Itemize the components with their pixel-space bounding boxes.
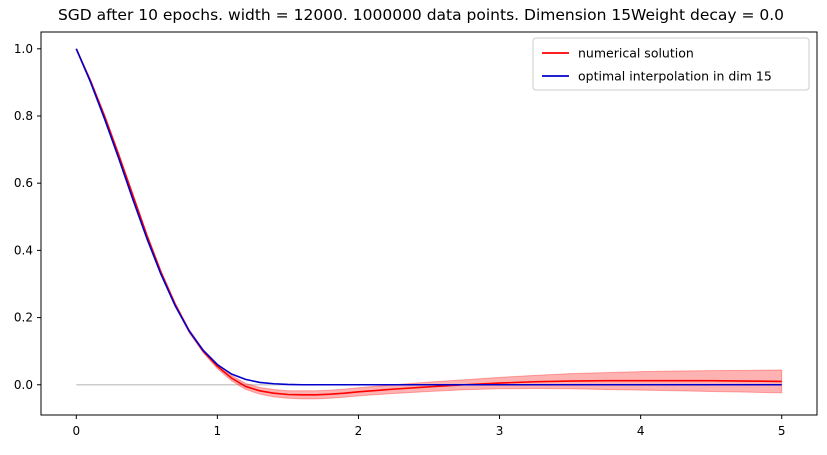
y-tick-label: 0.4 [14, 243, 33, 257]
x-tick-label: 4 [637, 424, 645, 438]
y-tick-label: 0.2 [14, 311, 33, 325]
y-tick-label: 0.8 [14, 109, 33, 123]
series-0-line [75, 48, 782, 396]
series-1-line [75, 48, 782, 386]
axes: 0 1 2 3 4 5 0.0 0.2 0.4 0.6 0.8 1.0 [14, 31, 818, 438]
y-tick-label: 1.0 [14, 42, 33, 56]
y-tick-label: 0.0 [14, 378, 33, 392]
plot-area [75, 48, 783, 400]
x-tick-label: 2 [355, 424, 363, 438]
legend-box [532, 37, 810, 91]
axes-frame [40, 31, 818, 416]
chart-title: SGD after 10 epochs. width = 12000. 1000… [58, 6, 784, 24]
legend-label-1: optimal interpolation in dim 15 [578, 69, 772, 84]
x-tick-label: 3 [496, 424, 504, 438]
legend: numerical solution optimal interpolation … [532, 37, 810, 91]
x-tick-label: 5 [778, 424, 786, 438]
series-0-confidence-band [75, 48, 783, 400]
legend-label-0: numerical solution [578, 46, 694, 61]
x-tick-label: 1 [214, 424, 222, 438]
x-tick-label: 0 [72, 424, 80, 438]
y-tick-label: 0.6 [14, 176, 33, 190]
